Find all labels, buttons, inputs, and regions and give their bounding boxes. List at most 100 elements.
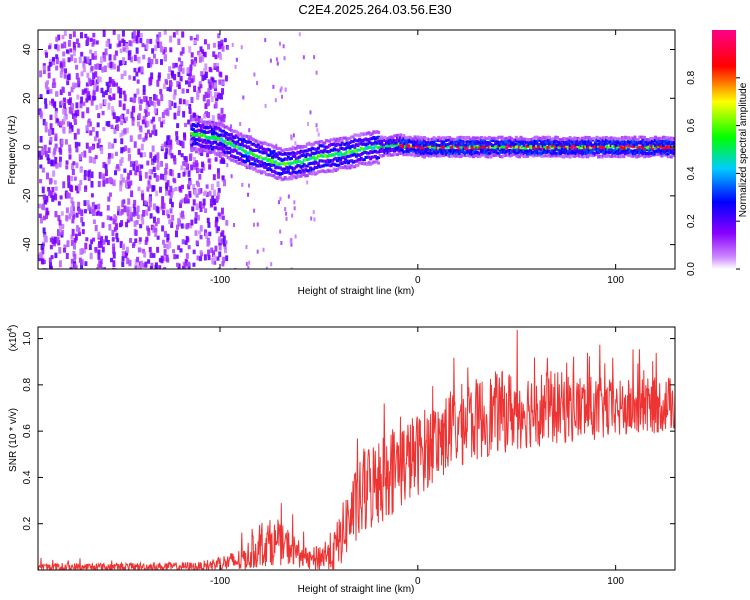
heatmap-cell [92,157,96,164]
heatmap-cell [203,51,207,58]
heatmap-cell [484,137,488,141]
heatmap-cell [536,152,540,156]
heatmap-cell [193,60,197,67]
heatmap-cell [160,258,164,264]
heatmap-cell [240,154,244,158]
heatmap-cell [457,148,461,152]
heatmap-cell [669,136,673,140]
heatmap-cell [162,119,166,124]
heatmap-cell [234,130,238,134]
heatmap-cell [644,143,648,147]
heatmap-cell [383,135,387,139]
heatmap-cell [320,149,324,153]
heatmap-cell [399,141,403,145]
heatmap-cell [151,161,155,166]
heatmap-cell [266,163,270,167]
heatmap-cell [168,85,172,92]
heatmap-cell [533,149,537,153]
heatmap-cell [274,171,278,175]
heatmap-cell [231,144,235,148]
heatmap-cell [132,106,136,113]
heatmap-cell [576,152,580,156]
heatmap-cell [305,164,309,168]
heatmap-cell [623,152,627,156]
heatmap-cell [75,102,79,109]
heatmap-cell [582,142,586,146]
heatmap-cell [578,138,582,142]
heatmap-cell [147,259,151,264]
heatmap-cell [291,154,295,158]
heatmap-cell [245,261,248,266]
heatmap-cell [595,153,599,157]
heatmap-cell [305,158,309,162]
heatmap-cell [595,143,599,147]
heatmap-cell [79,32,83,39]
heatmap-cell [165,140,169,145]
heatmap-cell [381,138,385,142]
heatmap-cell [318,159,322,163]
heatmap-cell [122,47,126,52]
heatmap-cell [396,141,400,145]
heatmap-cell [279,196,282,201]
heatmap-cell [375,130,379,134]
heatmap-cell [166,233,170,241]
heatmap-cell [566,140,570,144]
heatmap-cell [445,136,449,140]
heatmap-cell [196,122,200,126]
heatmap-cell [309,171,313,175]
heatmap-cell [149,266,153,269]
heatmap-cell [647,141,651,145]
heatmap-cell [76,94,80,100]
heatmap-cell [478,155,482,159]
heatmap-cell [197,188,201,195]
heatmap-cell [500,155,504,159]
heatmap-cell [173,158,177,165]
heatmap-cell [350,159,354,163]
heatmap-cell [218,151,222,155]
heatmap-cell [289,239,292,244]
heatmap-cell [361,151,365,155]
heatmap-cell [410,147,414,151]
heatmap-cell [365,142,369,146]
heatmap-cell [375,150,379,154]
heatmap-cell [201,75,205,82]
heatmap-cell [253,138,257,142]
heatmap-cell [73,133,77,140]
heatmap-cell [286,151,290,155]
heatmap-cell [168,99,172,107]
heatmap-cell [628,149,632,153]
heatmap-cell [411,152,415,156]
heatmap-cell [392,151,396,155]
heatmap-cell [388,138,392,142]
heatmap-cell [347,137,351,141]
heatmap-cell [397,142,401,146]
heatmap-cell [358,142,362,146]
heatmap-cell [514,145,518,149]
heatmap-cell [239,157,243,161]
x-tick-label: 100 [607,275,624,286]
heatmap-cell [221,261,225,267]
heatmap-cell [554,145,558,149]
heatmap-cell [63,247,67,253]
heatmap-cell [476,140,480,144]
heatmap-cell [566,151,570,155]
heatmap-cell [65,216,69,222]
heatmap-cell [389,153,393,157]
heatmap-cell [207,43,211,50]
heatmap-cell [381,137,385,141]
heatmap-cell [147,180,151,186]
heatmap-cell [142,96,146,103]
heatmap-cell [570,151,574,155]
heatmap-cell [207,87,211,94]
heatmap-cell [631,152,635,156]
heatmap-cell [261,141,265,145]
heatmap-cell [72,41,76,48]
heatmap-cell [514,154,518,158]
heatmap-cell [188,108,192,114]
colorbar-tick-label: 0.6 [686,118,697,132]
heatmap-cell [223,139,227,143]
heatmap-cell [60,62,64,70]
heatmap-cell [323,148,327,152]
heatmap-cell [669,149,673,153]
heatmap-cell [248,260,251,265]
